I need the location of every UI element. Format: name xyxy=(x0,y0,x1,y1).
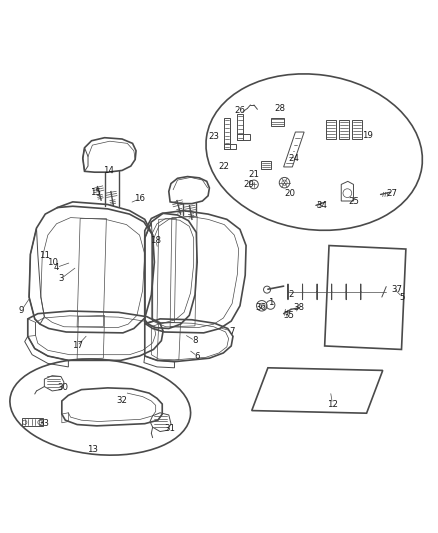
Text: 19: 19 xyxy=(362,131,373,140)
Text: 17: 17 xyxy=(71,342,83,351)
Text: 28: 28 xyxy=(275,104,286,113)
Text: 7: 7 xyxy=(230,327,235,336)
Text: 32: 32 xyxy=(117,397,127,406)
Text: 10: 10 xyxy=(47,257,58,266)
Text: 18: 18 xyxy=(150,236,161,245)
Text: 38: 38 xyxy=(293,303,304,312)
Text: 37: 37 xyxy=(392,285,403,294)
Text: 23: 23 xyxy=(208,132,219,141)
Text: 4: 4 xyxy=(54,263,59,272)
Text: 14: 14 xyxy=(103,166,114,175)
Text: 30: 30 xyxy=(57,383,68,392)
Text: 22: 22 xyxy=(219,161,230,171)
Text: 27: 27 xyxy=(386,189,397,198)
Text: 15: 15 xyxy=(90,188,101,197)
Text: 25: 25 xyxy=(348,197,359,206)
Text: 16: 16 xyxy=(134,195,145,203)
Text: 21: 21 xyxy=(248,171,259,179)
Text: 11: 11 xyxy=(39,251,50,260)
Text: 34: 34 xyxy=(316,201,327,210)
Text: 3: 3 xyxy=(58,274,64,283)
Text: 31: 31 xyxy=(165,424,176,433)
Text: 9: 9 xyxy=(19,305,25,314)
Text: 2: 2 xyxy=(288,290,294,300)
Text: 8: 8 xyxy=(192,336,198,345)
Text: 24: 24 xyxy=(289,154,300,163)
Text: 35: 35 xyxy=(283,311,294,320)
Text: 1: 1 xyxy=(268,298,273,307)
Text: 29: 29 xyxy=(243,180,254,189)
Text: 26: 26 xyxy=(234,106,245,115)
Text: 6: 6 xyxy=(194,351,200,360)
Text: 33: 33 xyxy=(39,419,50,428)
Text: 12: 12 xyxy=(327,400,338,408)
Text: 36: 36 xyxy=(255,303,266,312)
Text: 5: 5 xyxy=(399,293,405,302)
Text: 13: 13 xyxy=(87,445,98,454)
Text: 20: 20 xyxy=(284,189,295,198)
